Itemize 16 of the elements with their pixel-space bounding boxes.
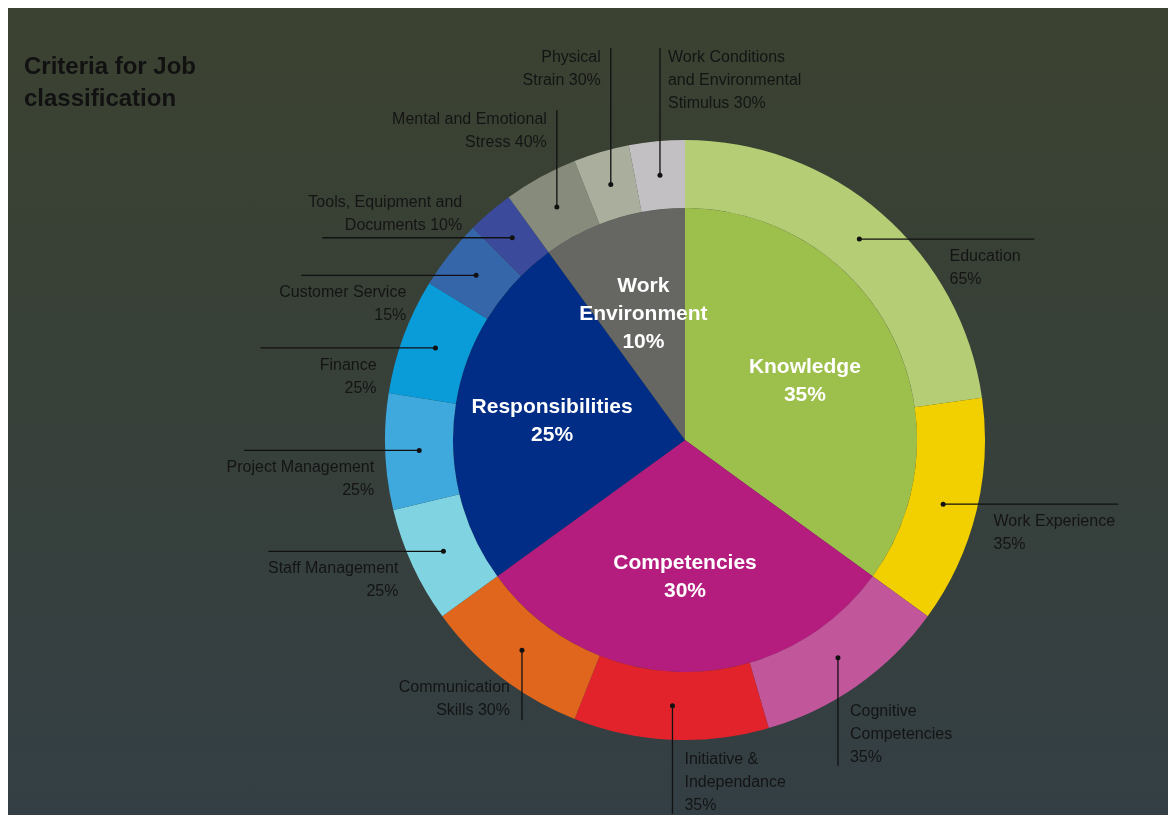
slice-label: Knowledge <box>748 353 861 377</box>
data-label: 35% <box>783 381 827 405</box>
donut-slice <box>749 576 928 729</box>
data-label: 30% <box>663 577 707 601</box>
slice-label: Competencies <box>613 549 757 573</box>
donut-slice <box>574 655 769 740</box>
donut-slice <box>472 197 549 276</box>
donut-slice <box>628 140 685 213</box>
donut-slice <box>385 393 460 511</box>
donut-slice <box>508 161 600 253</box>
data-label: 10% <box>622 329 665 353</box>
donut-slice <box>872 397 985 617</box>
donut-slice <box>574 145 642 225</box>
data-label: 25% <box>531 421 574 445</box>
pie-slice <box>497 440 873 672</box>
slice-label: Responsibilities <box>471 393 633 417</box>
